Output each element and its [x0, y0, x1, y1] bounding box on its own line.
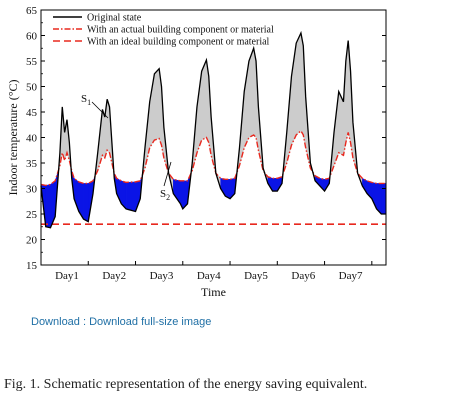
s1-fill-segment	[248, 48, 254, 138]
legend-label: With an actual building component or mat…	[87, 25, 274, 36]
s2-fill-segment	[272, 178, 278, 192]
y-tick-label: 60	[26, 31, 38, 43]
s2-fill-segment	[173, 179, 181, 205]
x-tick-label: Day5	[244, 270, 268, 282]
y-tick-label: 50	[26, 82, 38, 94]
x-tick-label: Day3	[150, 270, 174, 282]
y-tick-label: 15	[26, 260, 38, 272]
y-tick-label: 55	[26, 56, 38, 68]
s1-fill-segment	[154, 68, 160, 141]
series-original-line	[40, 30, 386, 229]
x-tick-label: Day1	[55, 270, 79, 282]
s2-fill-segment	[45, 184, 51, 229]
x-axis-title: Time	[201, 285, 226, 299]
s2-label: S2	[160, 188, 170, 202]
legend-label: With an ideal building component or mate…	[87, 37, 270, 48]
y-tick-label: 35	[26, 158, 38, 170]
s2-fill-segment	[125, 181, 136, 212]
s1-label: S1	[81, 93, 91, 107]
s2-fill-segment	[225, 179, 231, 200]
s2-label-pointer	[163, 161, 172, 187]
legend-label: Original state	[87, 13, 142, 24]
y-tick-label: 65	[26, 5, 38, 17]
x-tick-label: Day6	[291, 270, 315, 282]
y-tick-label: 30	[26, 184, 38, 196]
y-tick-label: 25	[26, 209, 38, 221]
y-tick-label: 45	[26, 107, 38, 119]
s1-label-pointer	[91, 101, 109, 119]
figure-caption: Fig. 1. Schematic representation of the …	[4, 377, 368, 392]
y-tick-label: 20	[26, 235, 38, 247]
chart-axes: 15 20 25 30 35 40 45 50 55 60 65 Day1 Day2 Day3 Day4 Da…	[6, 5, 387, 299]
s2-fill-segment	[83, 183, 89, 223]
y-tick-label: 40	[26, 133, 38, 145]
download-prefix: Download :	[31, 316, 90, 328]
chart: 15 20 25 30 35 40 45 50 55 60 65 Day1 Day2 Day3 Day4 Da…	[6, 5, 387, 299]
chart-annotations: S1 S2	[81, 93, 172, 202]
s1-fill-segment	[295, 32, 302, 136]
download-full-size-image-link[interactable]: Download full-size image	[89, 316, 212, 328]
s1-fill-segment	[201, 59, 207, 141]
s2-fill-segment	[381, 183, 387, 215]
chart-lines	[40, 30, 386, 229]
y-axis-title: Indoor temperature (°C)	[6, 79, 20, 195]
x-tick-label: Day2	[102, 270, 126, 282]
x-tick-label: Day7	[339, 270, 363, 282]
x-tick-label: Day4	[197, 270, 221, 282]
download-link-row: Download : Download full-size image	[31, 316, 211, 328]
